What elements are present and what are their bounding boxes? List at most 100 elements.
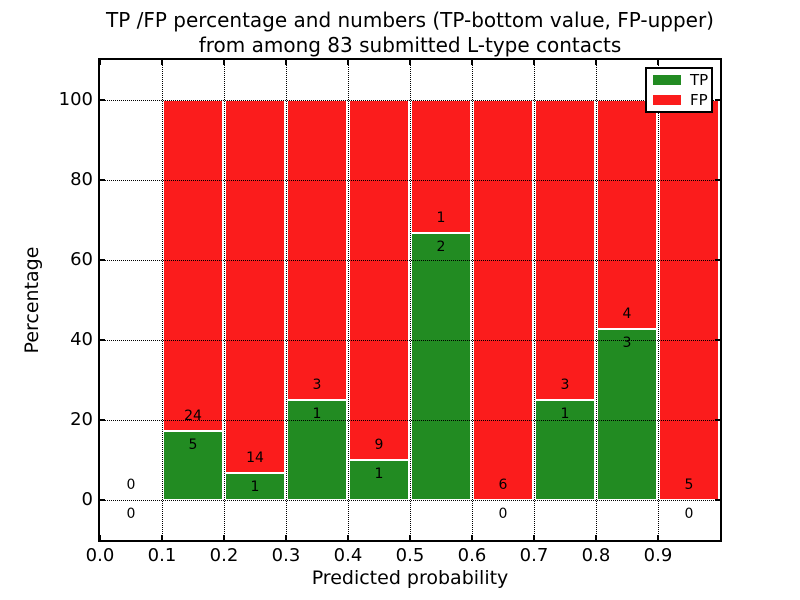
- bar-tp-segment: [349, 460, 409, 500]
- y-tick-left: [100, 179, 105, 181]
- y-tick-left: [100, 419, 105, 421]
- bar-fp-segment: [473, 100, 533, 500]
- x-gridline: [658, 60, 659, 540]
- y-tick-left: [100, 339, 105, 341]
- x-tick-label: 0.9: [643, 545, 673, 566]
- y-axis-label: Percentage: [21, 246, 43, 354]
- tp-count-label: 1: [312, 406, 322, 422]
- x-tick-bottom: [409, 535, 411, 540]
- bar-tp-segment: [163, 431, 223, 500]
- y-tick-right: [715, 339, 720, 341]
- chart-title: TP /FP percentage and numbers (TP-bottom…: [100, 8, 720, 58]
- chart-title-line2: from among 83 submitted L-type contacts: [198, 33, 622, 57]
- y-tick-label: 60: [70, 249, 93, 270]
- x-tick-label: 0.0: [85, 545, 115, 566]
- fp-count-label: 6: [498, 477, 508, 493]
- legend-item-fp: FP: [653, 91, 708, 109]
- x-gridline: [162, 60, 163, 540]
- bar-tp-segment: [411, 233, 471, 500]
- fp-count-label: 14: [246, 450, 264, 466]
- x-tick-label: 0.7: [519, 545, 549, 566]
- y-tick-right: [715, 99, 720, 101]
- x-tick-top: [533, 60, 535, 65]
- x-tick-label: 0.8: [581, 545, 611, 566]
- bar-fp-segment: [597, 100, 657, 329]
- plot-area: 0 0 24 5 14 1 3 1 9 1 1 2 6 0 3 1 4 3 5 0: [98, 58, 722, 542]
- tp-count-label: 1: [250, 479, 260, 495]
- fp-count-label: 5: [684, 477, 694, 493]
- x-tick-bottom: [99, 535, 101, 540]
- x-gridline: [410, 60, 411, 540]
- x-gridline: [286, 60, 287, 540]
- bar-fp-segment: [225, 100, 285, 473]
- tp-count-label: 5: [188, 437, 198, 453]
- x-gridline: [348, 60, 349, 540]
- x-tick-top: [471, 60, 473, 65]
- x-gridline: [224, 60, 225, 540]
- y-tick-right: [715, 259, 720, 261]
- x-tick-top: [99, 60, 101, 65]
- x-axis-label: Predicted probability: [311, 567, 509, 589]
- y-tick-left: [100, 99, 105, 101]
- y-tick-left: [100, 259, 105, 261]
- x-tick-top: [285, 60, 287, 65]
- tp-count-label: 0: [126, 506, 136, 522]
- legend-item-tp: TP: [653, 71, 709, 89]
- y-tick-label: 100: [58, 89, 93, 110]
- x-tick-top: [657, 60, 659, 65]
- bar-tp-segment: [287, 400, 347, 500]
- bar-tp-segment: [535, 400, 595, 500]
- tp-count-label: 2: [436, 239, 446, 255]
- fp-count-label: 3: [560, 377, 570, 393]
- bar-fp-segment: [349, 100, 409, 460]
- x-tick-label: 0.1: [147, 545, 177, 566]
- y-tick-label: 20: [70, 409, 93, 430]
- fp-count-label: 0: [126, 477, 136, 493]
- x-tick-bottom: [595, 535, 597, 540]
- y-tick-right: [715, 499, 720, 501]
- x-tick-top: [409, 60, 411, 65]
- y-tick-right: [715, 179, 720, 181]
- x-tick-bottom: [657, 535, 659, 540]
- bar-fp-segment: [287, 100, 347, 400]
- x-tick-label: 0.6: [457, 545, 487, 566]
- x-tick-bottom: [347, 535, 349, 540]
- legend-label-fp: FP: [690, 91, 708, 109]
- bar-fp-segment: [411, 100, 471, 233]
- tp-swatch-icon: [653, 75, 681, 85]
- tp-count-label: 0: [498, 506, 508, 522]
- tp-count-label: 3: [622, 335, 632, 351]
- fp-count-label: 1: [436, 210, 446, 226]
- y-tick-label: 0: [81, 489, 93, 510]
- fp-count-label: 24: [184, 408, 202, 424]
- x-tick-bottom: [285, 535, 287, 540]
- fp-count-label: 3: [312, 377, 322, 393]
- tp-count-label: 1: [560, 406, 570, 422]
- bar-tp-segment: [597, 329, 657, 500]
- x-tick-label: 0.4: [333, 545, 363, 566]
- y-tick-left: [100, 499, 105, 501]
- x-gridline: [534, 60, 535, 540]
- legend-label-tp: TP: [690, 71, 709, 89]
- x-tick-bottom: [533, 535, 535, 540]
- x-gridline: [472, 60, 473, 540]
- fp-count-label: 9: [374, 437, 384, 453]
- x-tick-label: 0.5: [395, 545, 425, 566]
- x-tick-bottom: [161, 535, 163, 540]
- y-tick-label: 80: [70, 169, 93, 190]
- x-tick-top: [223, 60, 225, 65]
- y-tick-right: [715, 419, 720, 421]
- y-tick-label: 40: [70, 329, 93, 350]
- chart-title-line1: TP /FP percentage and numbers (TP-bottom…: [106, 8, 714, 32]
- x-tick-label: 0.2: [209, 545, 239, 566]
- legend: TP FP: [645, 67, 713, 113]
- x-tick-top: [595, 60, 597, 65]
- bar-fp-segment: [535, 100, 595, 400]
- tp-count-label: 1: [374, 466, 384, 482]
- bar-fp-segment: [163, 100, 223, 431]
- tp-count-label: 0: [684, 506, 694, 522]
- x-tick-top: [161, 60, 163, 65]
- fp-count-label: 4: [622, 306, 632, 322]
- bar-tp-segment: [225, 473, 285, 500]
